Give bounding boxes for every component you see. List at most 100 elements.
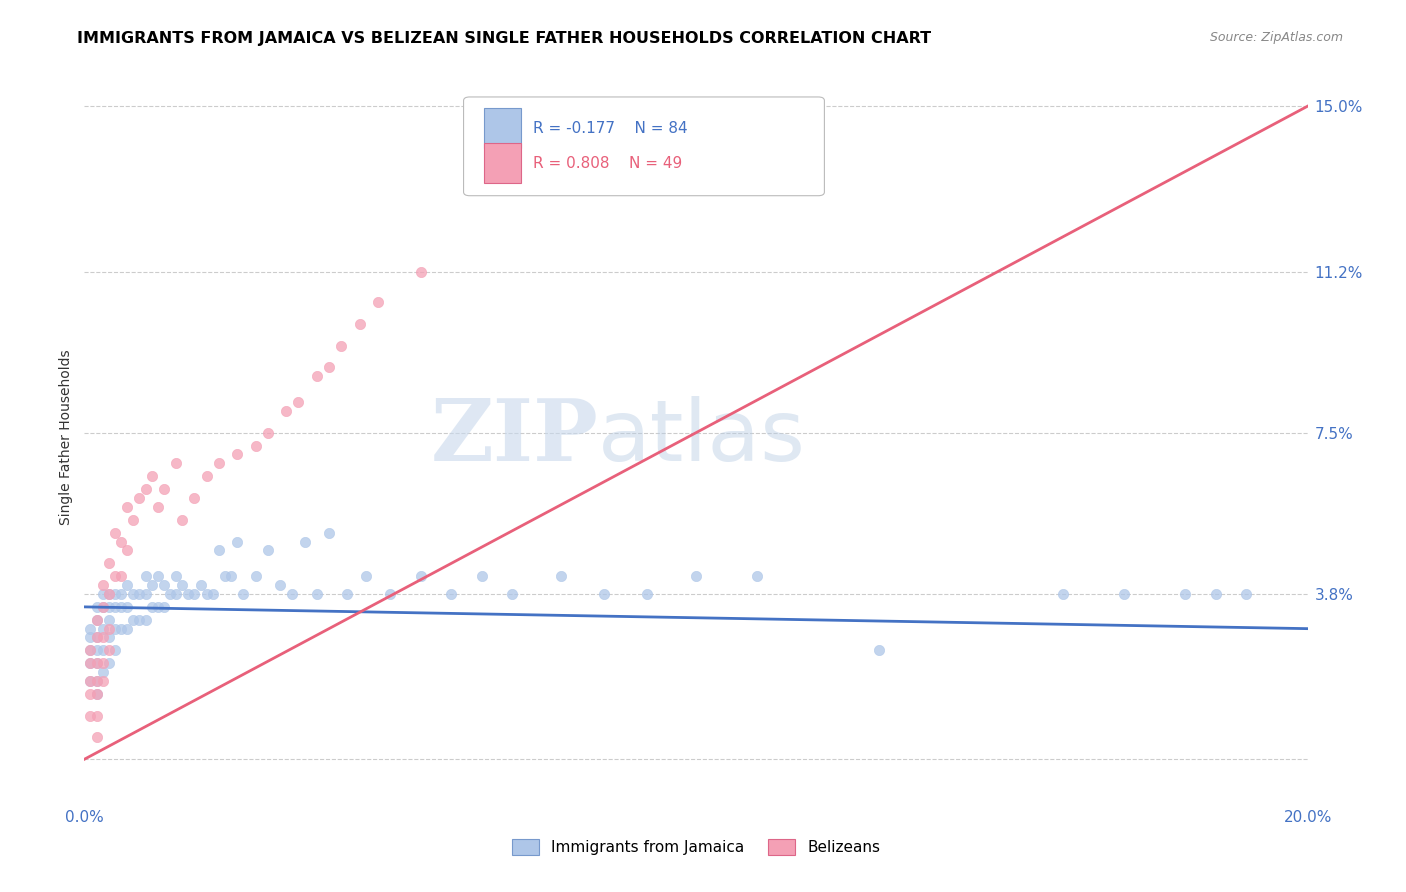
Point bbox=[115, 578, 138, 592]
Point bbox=[336, 587, 359, 601]
Point bbox=[305, 369, 328, 384]
Point bbox=[91, 673, 114, 688]
Point bbox=[91, 599, 114, 614]
Point bbox=[135, 613, 157, 627]
Text: R = -0.177    N = 84: R = -0.177 N = 84 bbox=[533, 120, 688, 136]
Point bbox=[219, 569, 242, 583]
Point bbox=[79, 673, 101, 688]
Point bbox=[409, 569, 432, 583]
Point bbox=[104, 525, 127, 540]
Point bbox=[97, 622, 120, 636]
Point bbox=[79, 643, 101, 657]
Point bbox=[86, 687, 108, 701]
Point bbox=[122, 613, 145, 627]
Point bbox=[1205, 587, 1227, 601]
Point bbox=[409, 265, 432, 279]
Point bbox=[165, 587, 187, 601]
Text: R = 0.808    N = 49: R = 0.808 N = 49 bbox=[533, 156, 682, 170]
Point bbox=[502, 587, 524, 601]
Point bbox=[177, 587, 200, 601]
Point bbox=[91, 657, 114, 671]
Point bbox=[91, 643, 114, 657]
Point bbox=[208, 543, 231, 558]
Point bbox=[550, 569, 572, 583]
Point bbox=[86, 631, 108, 645]
Point bbox=[747, 569, 769, 583]
FancyBboxPatch shape bbox=[484, 108, 522, 148]
Point bbox=[172, 513, 194, 527]
Point bbox=[97, 657, 120, 671]
Point bbox=[269, 578, 291, 592]
Point bbox=[440, 587, 463, 601]
Point bbox=[195, 587, 218, 601]
Legend: Immigrants from Jamaica, Belizeans: Immigrants from Jamaica, Belizeans bbox=[506, 833, 886, 861]
Point bbox=[128, 613, 150, 627]
Point bbox=[153, 483, 176, 497]
Point bbox=[115, 543, 138, 558]
Point bbox=[183, 587, 205, 601]
Point bbox=[1114, 587, 1136, 601]
Point bbox=[122, 587, 145, 601]
Point bbox=[104, 643, 127, 657]
Point bbox=[79, 643, 101, 657]
Text: Source: ZipAtlas.com: Source: ZipAtlas.com bbox=[1209, 31, 1343, 45]
Point bbox=[97, 587, 120, 601]
Point bbox=[257, 425, 280, 440]
Point bbox=[97, 631, 120, 645]
Point bbox=[91, 631, 114, 645]
Point bbox=[159, 587, 181, 601]
Point bbox=[91, 599, 114, 614]
Point bbox=[1236, 587, 1258, 601]
Point bbox=[318, 360, 340, 375]
Point bbox=[276, 404, 298, 418]
Point bbox=[86, 731, 108, 745]
Point bbox=[135, 587, 157, 601]
Point bbox=[97, 599, 120, 614]
Point bbox=[104, 569, 127, 583]
Point bbox=[110, 599, 132, 614]
Point bbox=[380, 587, 402, 601]
Point bbox=[146, 569, 169, 583]
Point bbox=[232, 587, 254, 601]
Point bbox=[79, 687, 101, 701]
Point bbox=[183, 491, 205, 505]
Point bbox=[104, 587, 127, 601]
Text: IMMIGRANTS FROM JAMAICA VS BELIZEAN SINGLE FATHER HOUSEHOLDS CORRELATION CHART: IMMIGRANTS FROM JAMAICA VS BELIZEAN SING… bbox=[77, 31, 931, 46]
Point bbox=[1052, 587, 1074, 601]
Point bbox=[104, 622, 127, 636]
Y-axis label: Single Father Households: Single Father Households bbox=[59, 350, 73, 524]
Point bbox=[172, 578, 194, 592]
Point bbox=[245, 569, 267, 583]
Point bbox=[86, 643, 108, 657]
FancyBboxPatch shape bbox=[464, 97, 824, 195]
Point bbox=[349, 317, 371, 331]
Point bbox=[201, 587, 224, 601]
Point bbox=[86, 657, 108, 671]
Point bbox=[294, 534, 316, 549]
Point bbox=[79, 657, 101, 671]
Point bbox=[141, 599, 163, 614]
Point bbox=[91, 587, 114, 601]
Point bbox=[115, 500, 138, 514]
Point bbox=[110, 569, 132, 583]
Point bbox=[86, 613, 108, 627]
Point bbox=[86, 687, 108, 701]
Point bbox=[91, 665, 114, 680]
Point bbox=[79, 708, 101, 723]
Point bbox=[122, 513, 145, 527]
Point bbox=[115, 599, 138, 614]
Point bbox=[636, 587, 658, 601]
Point bbox=[593, 587, 616, 601]
Point bbox=[214, 569, 236, 583]
Point bbox=[79, 631, 101, 645]
Point bbox=[141, 469, 163, 483]
Point bbox=[86, 599, 108, 614]
Point bbox=[104, 599, 127, 614]
Point bbox=[318, 525, 340, 540]
Point bbox=[195, 469, 218, 483]
Point bbox=[354, 569, 377, 583]
Point bbox=[79, 673, 101, 688]
Point bbox=[91, 622, 114, 636]
Point bbox=[115, 622, 138, 636]
Point bbox=[281, 587, 304, 601]
